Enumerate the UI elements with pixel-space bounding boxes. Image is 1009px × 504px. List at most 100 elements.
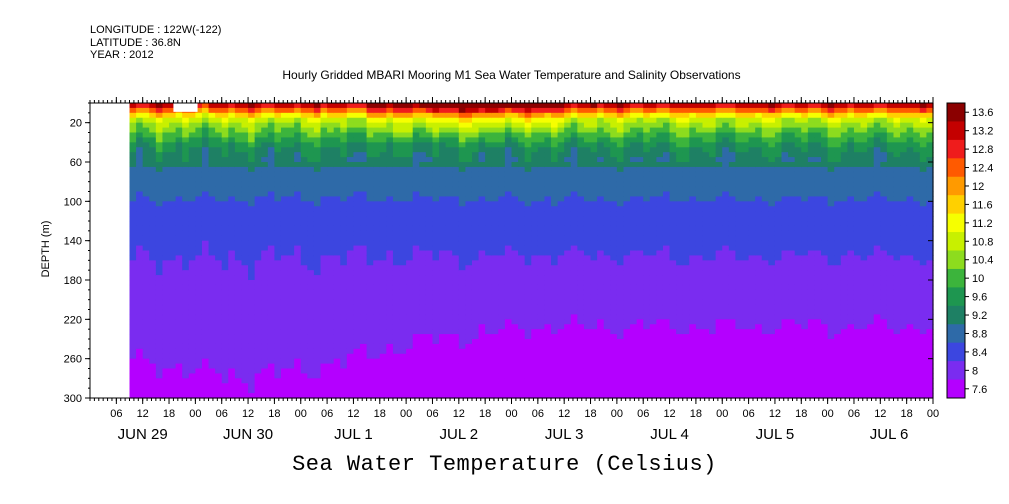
heatmap-cell	[169, 334, 177, 340]
heatmap-cell	[353, 142, 361, 148]
heatmap-cell	[590, 265, 598, 271]
heatmap-cell	[439, 284, 447, 291]
heatmap-cell	[630, 348, 638, 355]
heatmap-cell	[616, 147, 625, 153]
heatmap-cell	[175, 329, 183, 335]
heatmap-cell	[215, 211, 223, 217]
heatmap-cell	[208, 383, 216, 389]
heatmap-cell	[524, 314, 532, 320]
heatmap-cell	[630, 235, 638, 242]
heatmap-cell	[504, 329, 513, 335]
heatmap-cell	[182, 245, 190, 252]
heatmap-cell	[439, 171, 447, 178]
heatmap-cell	[531, 225, 539, 232]
heatmap-cell	[412, 373, 420, 379]
heatmap-cell	[294, 221, 302, 227]
heatmap-cell	[208, 235, 216, 242]
heatmap-cell	[182, 309, 190, 316]
heatmap-cell	[623, 122, 631, 129]
heatmap-cell	[616, 225, 625, 232]
heatmap-cell	[504, 211, 513, 217]
heatmap-cell	[195, 265, 203, 271]
heatmap-cell	[570, 206, 578, 212]
heatmap-cell	[333, 196, 341, 202]
heatmap-cell	[412, 339, 420, 345]
heatmap-cell	[313, 255, 322, 261]
heatmap-cell	[570, 358, 578, 365]
heatmap-cell	[465, 393, 473, 399]
heatmap-cell	[524, 373, 532, 379]
heatmap-cell	[155, 393, 164, 399]
heatmap-cell	[544, 289, 552, 296]
heatmap-cell	[616, 260, 625, 266]
heatmap-cell	[248, 378, 256, 384]
heatmap-cell	[274, 112, 282, 119]
heatmap-cell	[439, 324, 447, 330]
heatmap-cell	[195, 166, 203, 173]
heatmap-cell	[182, 230, 190, 237]
heatmap-cell	[623, 270, 631, 276]
heatmap-cell	[491, 280, 499, 286]
heatmap-cell	[465, 225, 473, 232]
heatmap-cell	[208, 294, 216, 301]
heatmap-cell	[643, 309, 651, 316]
heatmap-cell	[327, 137, 335, 143]
heatmap-cell	[129, 206, 137, 212]
heatmap-cell	[498, 294, 506, 301]
heatmap-cell	[280, 166, 289, 173]
heatmap-cell	[551, 270, 559, 276]
heatmap-cell	[149, 378, 157, 384]
heatmap-cell	[439, 373, 447, 379]
heatmap-cell	[478, 309, 486, 316]
heatmap-cell	[136, 363, 144, 370]
heatmap-cell	[307, 353, 315, 360]
heatmap-cell	[465, 265, 473, 271]
heatmap-cell	[155, 363, 164, 370]
heatmap-cell	[313, 319, 322, 325]
heatmap-cell	[465, 176, 473, 183]
heatmap-cell	[445, 280, 453, 286]
heatmap-cell	[445, 275, 453, 281]
heatmap-cell	[537, 117, 546, 124]
heatmap-cell	[182, 378, 190, 384]
heatmap-cell	[215, 112, 223, 119]
heatmap-cell	[419, 275, 427, 281]
heatmap-cell	[425, 309, 434, 316]
heatmap-cell	[630, 245, 638, 252]
heatmap-cell	[215, 181, 223, 188]
heatmap-cell	[149, 171, 157, 178]
heatmap-cell	[346, 294, 355, 301]
heatmap-cell	[267, 289, 276, 296]
heatmap-cell	[445, 373, 453, 379]
heatmap-cell	[280, 358, 289, 365]
heatmap-cell	[386, 157, 394, 163]
heatmap-cell	[406, 142, 414, 148]
heatmap-cell	[274, 309, 282, 316]
heatmap-cell	[142, 393, 150, 399]
heatmap-cell	[169, 324, 177, 330]
heatmap-cell	[307, 107, 315, 114]
heatmap-cell	[564, 240, 572, 247]
heatmap-cell	[241, 383, 249, 389]
heatmap-cell	[465, 280, 473, 286]
heatmap-cell	[373, 196, 381, 202]
heatmap-cell	[643, 260, 651, 266]
heatmap-cell	[570, 137, 578, 143]
heatmap-cell	[267, 132, 276, 139]
heatmap-cell	[439, 304, 447, 311]
heatmap-cell	[399, 324, 407, 330]
heatmap-cell	[129, 117, 137, 124]
heatmap-cell	[491, 211, 499, 217]
heatmap-cell	[208, 181, 216, 188]
heatmap-cell	[610, 348, 618, 355]
heatmap-cell	[577, 329, 585, 335]
heatmap-cell	[136, 162, 144, 168]
heatmap-cell	[333, 314, 341, 320]
heatmap-cell	[531, 112, 539, 119]
heatmap-cell	[623, 309, 631, 316]
heatmap-cell	[261, 329, 269, 335]
heatmap-cell	[254, 309, 262, 316]
heatmap-cell	[379, 339, 387, 345]
heatmap-cell	[136, 319, 144, 325]
heatmap-cell	[630, 250, 638, 257]
